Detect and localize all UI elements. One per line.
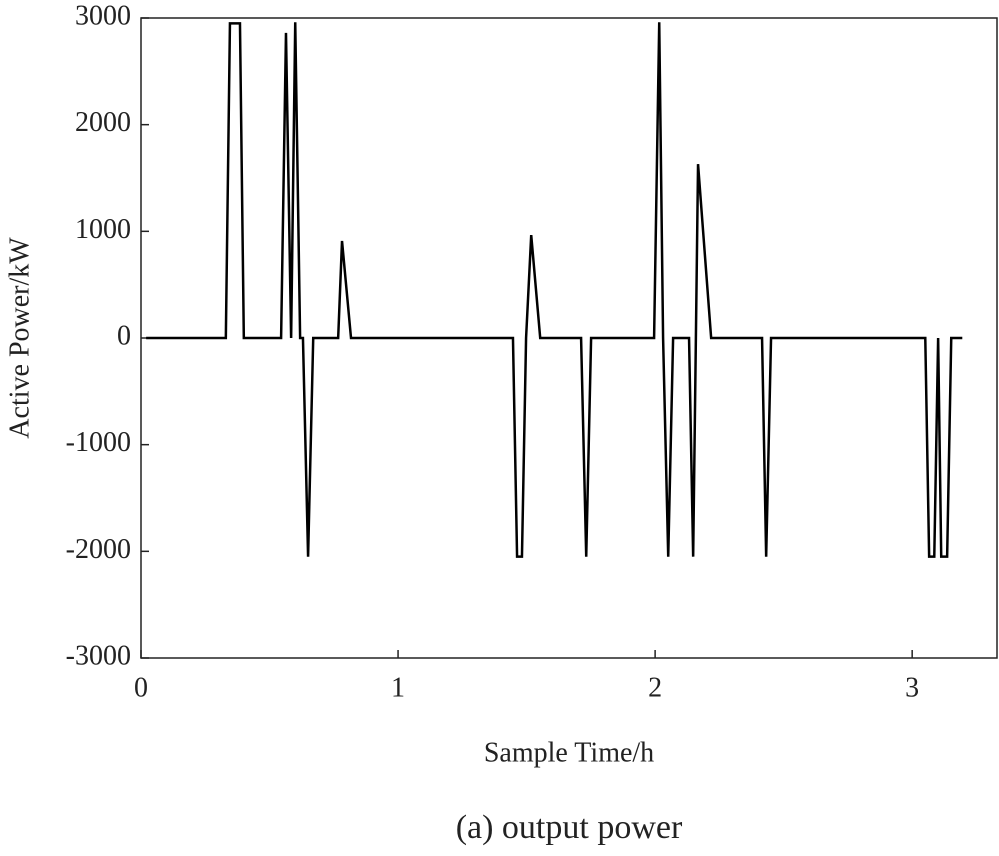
x-tick-label: 1 [391, 672, 405, 703]
y-tick-label: 3000 [75, 0, 131, 31]
x-axis-label: Sample Time/h [484, 737, 654, 768]
x-tick-label: 0 [134, 672, 148, 703]
y-tick-label: 2000 [75, 107, 131, 138]
y-tick-label: 0 [117, 320, 131, 351]
x-tick-label: 2 [648, 672, 662, 703]
y-tick-label: -1000 [66, 427, 131, 458]
y-tick-label: 1000 [75, 214, 131, 245]
y-tick-label: -3000 [66, 640, 131, 671]
y-tick-label: -2000 [66, 534, 131, 565]
x-tick-label: 3 [905, 672, 919, 703]
caption: (a) output power [456, 809, 683, 846]
data-line [146, 22, 963, 558]
y-axis-label: Active Power/kW [4, 237, 35, 439]
